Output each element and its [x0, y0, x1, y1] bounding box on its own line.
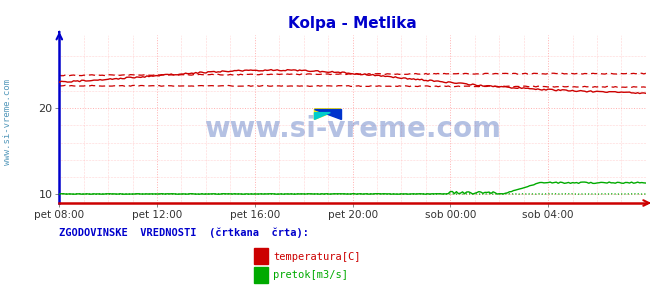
Text: ZGODOVINSKE  VREDNOSTI  (črtkana  črta):: ZGODOVINSKE VREDNOSTI (črtkana črta): [59, 228, 309, 238]
Title: Kolpa - Metlika: Kolpa - Metlika [288, 16, 417, 31]
Polygon shape [314, 113, 330, 119]
Text: temperatura[C]: temperatura[C] [273, 252, 361, 262]
Polygon shape [314, 109, 341, 119]
Text: pretok[m3/s]: pretok[m3/s] [273, 271, 349, 280]
Text: www.si-vreme.com: www.si-vreme.com [204, 115, 501, 143]
Text: www.si-vreme.com: www.si-vreme.com [3, 79, 13, 165]
Polygon shape [314, 109, 341, 119]
